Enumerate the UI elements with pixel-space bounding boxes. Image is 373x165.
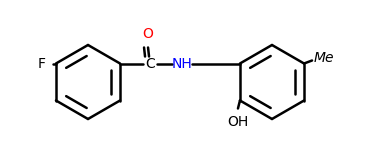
Text: O: O xyxy=(142,28,153,42)
Text: NH: NH xyxy=(172,56,192,70)
Text: C: C xyxy=(145,56,155,70)
Text: F: F xyxy=(38,56,46,70)
Text: Me: Me xyxy=(314,51,335,66)
Text: OH: OH xyxy=(227,115,248,130)
